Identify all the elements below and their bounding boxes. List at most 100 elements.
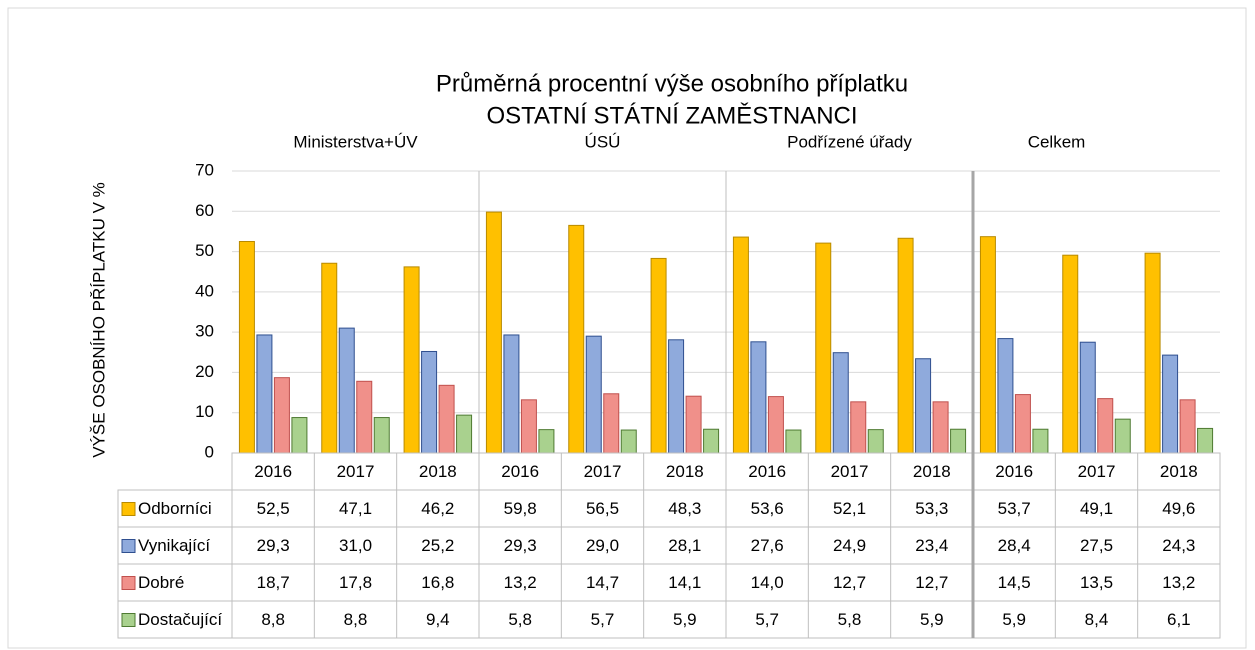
data-label: 29,0 [586,536,619,555]
data-label: 53,3 [915,499,948,518]
y-tick-label: 40 [195,281,214,300]
data-label: 5,8 [838,610,862,629]
legend-label: Odborníci [138,499,212,518]
group-label: Ministerstva+ÚV [293,132,418,151]
data-label: 31,0 [339,536,372,555]
bar [1162,354,1179,454]
data-label: 27,6 [751,536,784,555]
bar [520,399,537,454]
x-tick-label: 2016 [501,462,539,481]
data-label: 52,1 [833,499,866,518]
bar [338,327,355,454]
y-tick-label: 20 [195,362,214,381]
data-label: 13,2 [1162,573,1195,592]
bar [421,350,438,454]
bar [950,428,967,454]
data-label: 5,9 [920,610,944,629]
data-label: 5,9 [1002,610,1026,629]
data-label: 24,9 [833,536,866,555]
bar [1197,427,1214,454]
data-label: 14,5 [998,573,1031,592]
bar [703,428,720,454]
bar [1179,399,1196,454]
bar [1062,254,1079,454]
bar [815,242,832,454]
bar [485,211,502,454]
data-label: 25,2 [421,536,454,555]
data-label: 14,7 [586,573,619,592]
bar [321,262,338,454]
legend-swatch [121,613,136,627]
y-tick-label: 10 [195,402,214,421]
group-label: ÚSÚ [585,132,621,151]
bar [1144,252,1161,454]
data-label: 53,7 [998,499,1031,518]
data-label: 5,7 [591,610,615,629]
data-label: 17,8 [339,573,372,592]
chart-border [7,7,1247,649]
bar [603,393,620,454]
data-label: 5,9 [673,610,697,629]
x-tick-label: 2018 [1160,462,1198,481]
data-label: 29,3 [504,536,537,555]
bar [238,241,255,454]
bar [732,236,749,454]
bar [356,380,373,454]
x-tick-label: 2017 [337,462,375,481]
bar [373,417,390,454]
data-label: 49,1 [1080,499,1113,518]
group-label: Podřízené úřady [787,132,912,151]
bar [867,429,884,454]
bar [585,335,602,454]
legend-swatch [121,502,136,516]
data-label: 53,6 [751,499,784,518]
bar [1114,418,1131,454]
data-label: 5,8 [508,610,532,629]
x-tick-label: 2018 [666,462,704,481]
x-tick-label: 2016 [995,462,1033,481]
data-label: 23,4 [915,536,948,555]
data-label: 47,1 [339,499,372,518]
data-label: 12,7 [833,573,866,592]
bar [767,396,784,454]
bar [620,429,637,454]
bar [1032,428,1049,454]
y-tick-label: 60 [195,201,214,220]
data-label: 29,3 [257,536,290,555]
y-tick-label: 50 [195,241,214,260]
bar [503,334,520,454]
data-label: 13,5 [1080,573,1113,592]
bar [456,414,473,454]
legend-swatch [121,539,136,553]
data-label: 14,0 [751,573,784,592]
bar [256,334,273,454]
data-label: 28,1 [668,536,701,555]
bar [1079,341,1096,454]
data-label: 59,8 [504,499,537,518]
bar [403,266,420,454]
y-axis-label: VÝŠE OSOBNÍHO PŘÍPLATKU V % [89,182,108,458]
x-tick-label: 2016 [254,462,292,481]
data-label: 18,7 [257,573,290,592]
legend-swatch [121,576,136,590]
bar [291,417,308,454]
bar [650,257,667,454]
group-label: Celkem [1028,132,1086,151]
legend-label: Dostačující [138,610,222,629]
data-label: 16,8 [421,573,454,592]
data-label: 12,7 [915,573,948,592]
data-label: 28,4 [998,536,1031,555]
bar [1097,398,1114,454]
x-tick-label: 2016 [748,462,786,481]
data-label: 9,4 [426,610,450,629]
bar [1014,394,1031,454]
bar [785,429,802,454]
x-tick-label: 2017 [1078,462,1116,481]
bar [997,338,1014,454]
legend-label: Dobré [138,573,184,592]
data-label: 14,1 [668,573,701,592]
data-label: 5,7 [755,610,779,629]
data-label: 27,5 [1080,536,1113,555]
x-tick-label: 2018 [913,462,951,481]
data-label: 8,8 [344,610,368,629]
